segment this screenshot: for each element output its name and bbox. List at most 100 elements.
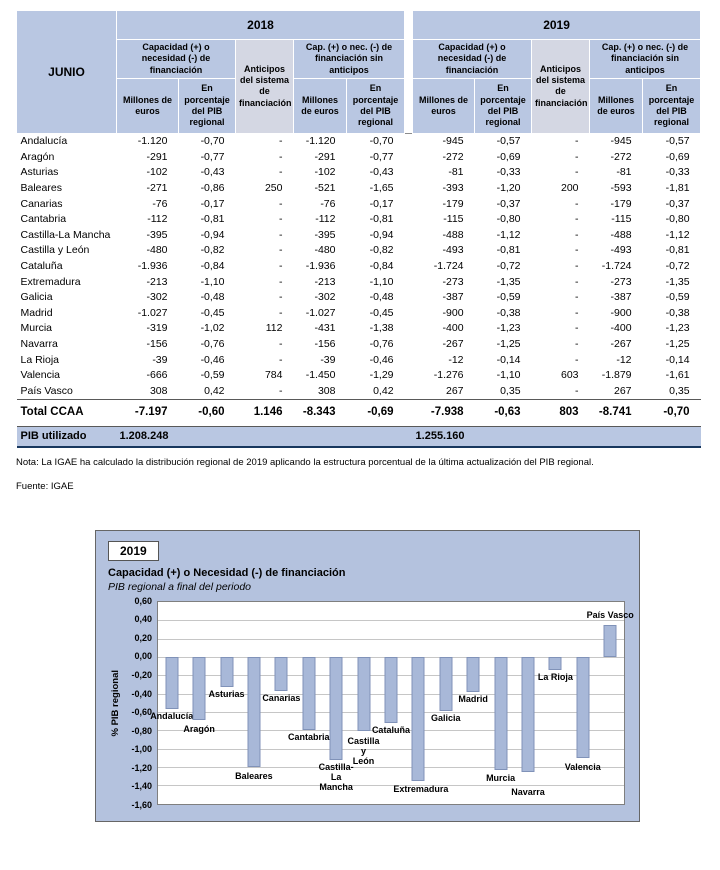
- bar: [384, 656, 398, 723]
- column-spacer: [404, 274, 413, 290]
- value-cell: -431: [314, 322, 336, 335]
- value-cell: -1.276: [433, 369, 464, 382]
- region-name: Madrid: [20, 306, 53, 319]
- region-name: Extremadura: [20, 275, 81, 288]
- column-spacer: [404, 383, 413, 400]
- value-cell: -1,23: [496, 322, 521, 335]
- value-cell: -291: [314, 150, 336, 163]
- value-cell: -213: [314, 275, 336, 288]
- y-tick-label: 0,40: [134, 614, 152, 625]
- region-name: Cataluña: [20, 260, 63, 272]
- y-tick-label: -0,80: [131, 725, 152, 736]
- value-cell: -0,37: [496, 197, 521, 210]
- value-cell: -1,38: [369, 322, 394, 335]
- value-cell: 784: [264, 369, 283, 382]
- bar: [274, 656, 288, 691]
- value-cell: -0,59: [496, 291, 521, 304]
- bar: [411, 656, 425, 781]
- value-cell: -273: [442, 275, 464, 288]
- value-cell: -0,70: [200, 135, 225, 148]
- value-cell: -1,81: [665, 182, 690, 195]
- value-cell: -0,81: [496, 244, 521, 257]
- plot-row: % PIB regional 0,60 0,40 0,20 0,00 -0,20 -0,4…: [108, 596, 634, 810]
- value-cell: -271: [146, 182, 168, 195]
- value-cell: -1,29: [369, 369, 394, 382]
- value-cell: -156: [314, 337, 336, 350]
- chart-title: Capacidad (+) o Necesidad (-) de financi…: [108, 566, 346, 579]
- value-cell: -: [575, 306, 579, 319]
- value-cell: -0,46: [200, 353, 225, 366]
- pib-value-2018: 1.208.248: [116, 426, 179, 448]
- bar-slot: Asturias: [209, 602, 245, 804]
- value-cell: -0,17: [369, 197, 394, 210]
- group-header-capacity-2018: Capacidad (+) o necesidad (-) de financi…: [116, 39, 236, 79]
- value-cell: -493: [442, 244, 464, 257]
- value-cell: -1.027: [137, 306, 168, 319]
- region-name: Valencia: [20, 369, 61, 382]
- bar-slot: Galicia: [431, 602, 461, 804]
- bar: [576, 656, 590, 758]
- column-spacer: [404, 196, 413, 212]
- value-cell: -387: [442, 291, 464, 304]
- column-spacer: [404, 258, 413, 275]
- value-cell: -387: [610, 291, 632, 304]
- region-name: Aragón: [20, 150, 55, 163]
- value-cell: -102: [314, 166, 336, 179]
- value-cell: -0,80: [665, 213, 690, 226]
- value-cell: -39: [320, 353, 336, 366]
- table-row: Canarias -76 -0,17 - -76 -0,17 -179 -0,37 - -179 -…: [17, 196, 701, 212]
- value-cell: -1,02: [200, 322, 225, 335]
- value-cell: -: [279, 244, 283, 257]
- value-cell: -0,81: [200, 213, 225, 226]
- bar-label: Castilla- La Mancha: [318, 761, 354, 792]
- sub-header-porcentaje: En porcentaje del PIB regional: [474, 77, 533, 134]
- value-cell: -0,59: [200, 369, 225, 382]
- bar: [603, 624, 617, 657]
- gridline: [158, 620, 624, 622]
- bar-slot: Murcia: [486, 602, 515, 804]
- value-cell: -393: [442, 182, 464, 195]
- value-cell: -: [575, 337, 579, 350]
- value-cell: -1,12: [665, 228, 690, 241]
- bar-slot: País Vasco: [587, 602, 634, 804]
- bar-label: Murcia: [486, 772, 516, 783]
- region-name: Asturias: [20, 166, 59, 179]
- value-cell: -179: [442, 197, 464, 210]
- value-cell: -115: [611, 213, 632, 226]
- value-cell: 803: [531, 398, 590, 427]
- value-cell: -0,84: [200, 260, 225, 272]
- value-cell: -: [575, 213, 579, 226]
- value-cell: -1.936: [305, 260, 336, 272]
- table-row: Galicia -302 -0,48 - -302 -0,48 -387 -0,59 - -387…: [17, 289, 701, 306]
- value-cell: 1.146: [235, 398, 294, 427]
- value-cell: -: [279, 353, 283, 366]
- total-row: Total CCAA -7.197 -0,60 1.146 -8.343 -0,…: [16, 398, 701, 427]
- sub-header-porcentaje: En porcentaje del PIB regional: [345, 77, 406, 134]
- value-cell: -0,33: [496, 166, 521, 179]
- value-cell: -400: [610, 322, 632, 335]
- value-cell: -8.343: [293, 398, 347, 427]
- value-cell: -0,70: [369, 135, 394, 148]
- column-spacer: [404, 242, 413, 259]
- value-cell: 267: [446, 384, 464, 397]
- value-cell: 603: [561, 369, 579, 382]
- value-cell: -493: [610, 244, 632, 257]
- bar-label: País Vasco: [586, 609, 634, 620]
- value-cell: -: [575, 291, 579, 304]
- bar: [302, 656, 316, 731]
- value-cell: -0,38: [496, 306, 521, 319]
- group-header-capacity-2019: Capacidad (+) o necesidad (-) de financi…: [412, 39, 533, 79]
- table-row: Andalucía -1.120 -0,70 - -1.120 -0,70 -945 -0,5…: [17, 133, 701, 150]
- column-spacer: [404, 367, 413, 384]
- value-cell: -945: [610, 135, 632, 148]
- y-tick-label: 0,20: [134, 632, 152, 643]
- value-cell: -1.450: [305, 369, 336, 382]
- region-name: Castilla-La Mancha: [20, 228, 111, 241]
- value-cell: -267: [442, 337, 464, 350]
- value-cell: 0,42: [373, 384, 394, 397]
- group-header-anticipos-2019: Anticipos del sistema de financiación: [531, 39, 591, 134]
- bar-slot: Cataluña: [372, 602, 410, 804]
- value-cell: -: [279, 150, 283, 163]
- value-cell: -0,82: [369, 244, 394, 257]
- y-tick-label: -1,20: [131, 762, 152, 773]
